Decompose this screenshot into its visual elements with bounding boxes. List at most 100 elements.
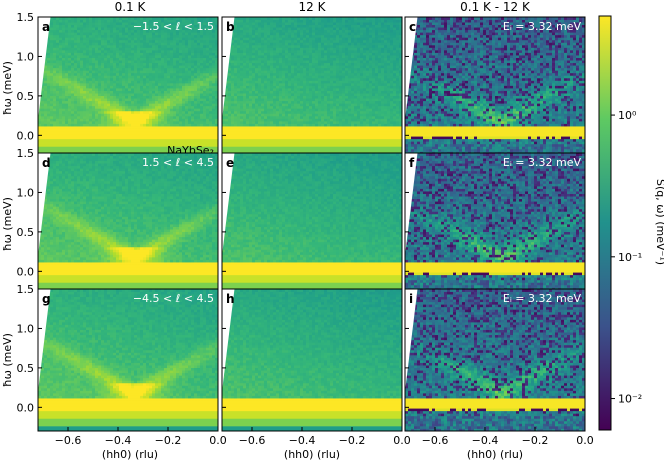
- heatmap-cell: [92, 110, 96, 114]
- heatmap-cell: [231, 37, 235, 41]
- heatmap-cell: [303, 118, 307, 122]
- heatmap-cell: [234, 52, 238, 56]
- heatmap-cell: [143, 52, 147, 56]
- heatmap-cell: [65, 80, 69, 84]
- heatmap-cell: [225, 105, 229, 109]
- heatmap-cell: [95, 72, 99, 76]
- heatmap-cell: [173, 70, 177, 74]
- heatmap-cell: [243, 110, 247, 114]
- panel-letter: a: [42, 20, 50, 34]
- heatmap-cell: [276, 126, 280, 129]
- heatmap-cell: [86, 47, 90, 51]
- heatmap-cell: [306, 90, 310, 94]
- heatmap-cell: [264, 44, 268, 48]
- heatmap-cell: [303, 80, 307, 84]
- heatmap-cell: [249, 131, 253, 135]
- heatmap-cell: [261, 100, 265, 104]
- heatmap-cell: [59, 27, 63, 31]
- heatmap-cell: [74, 136, 78, 140]
- heatmap-cell: [122, 37, 126, 41]
- heatmap-cell: [182, 27, 186, 31]
- heatmap-cell: [294, 72, 298, 76]
- heatmap-cell: [185, 138, 189, 142]
- heatmap-cell: [170, 128, 174, 132]
- heatmap-cell: [231, 103, 235, 107]
- heatmap-cell: [237, 55, 241, 58]
- heatmap-cell: [62, 95, 66, 99]
- heatmap-cell: [258, 136, 262, 140]
- heatmap-cell: [200, 75, 204, 79]
- heatmap-cell: [125, 148, 129, 152]
- heatmap-cell: [297, 52, 301, 56]
- heatmap-cell: [279, 113, 283, 117]
- heatmap-cell: [194, 77, 198, 81]
- heatmap-cell: [128, 143, 132, 147]
- heatmap-cell: [185, 27, 189, 31]
- heatmap-cell: [282, 34, 286, 38]
- heatmap-cell: [38, 136, 42, 140]
- heatmap-cell: [113, 85, 117, 89]
- heatmap-cell: [255, 42, 259, 46]
- heatmap-cell: [258, 98, 262, 102]
- heatmap-cell: [116, 95, 120, 99]
- heatmap-cell: [212, 113, 216, 117]
- heatmap-cell: [149, 143, 153, 147]
- heatmap-cell: [113, 146, 117, 150]
- heatmap-cell: [137, 108, 141, 112]
- heatmap-cell: [125, 22, 129, 26]
- heatmap-cell: [116, 42, 120, 46]
- heatmap-cell: [56, 62, 60, 66]
- heatmap-cell: [125, 52, 129, 56]
- heatmap-cell: [294, 128, 298, 132]
- heatmap-cell: [68, 19, 72, 23]
- heatmap-cell: [176, 49, 180, 53]
- heatmap-cell: [65, 67, 69, 71]
- heatmap-cell: [92, 138, 96, 142]
- heatmap-cell: [306, 110, 310, 114]
- heatmap-cell: [47, 146, 51, 150]
- heatmap-cell: [258, 120, 262, 124]
- heatmap-cell: [194, 22, 198, 26]
- heatmap-cell: [53, 80, 57, 84]
- heatmap-cell: [47, 65, 51, 69]
- heatmap-cell: [71, 141, 75, 145]
- heatmap-cell: [167, 100, 171, 104]
- heatmap-cell: [107, 118, 111, 122]
- heatmap-cell: [276, 138, 280, 142]
- heatmap-cell: [191, 29, 195, 33]
- heatmap-cell: [155, 90, 159, 94]
- heatmap-cell: [176, 65, 180, 69]
- heatmap-cell: [62, 34, 66, 38]
- heatmap-cell: [170, 47, 174, 51]
- heatmap-cell: [185, 72, 189, 76]
- heatmap-cell: [89, 131, 93, 135]
- heatmap-cell: [237, 52, 241, 56]
- heatmap-cell: [197, 133, 201, 137]
- heatmap-cell: [212, 88, 216, 91]
- heatmap-cell: [74, 32, 78, 36]
- heatmap-cell: [95, 67, 99, 71]
- heatmap-cell: [167, 141, 171, 145]
- heatmap-cell: [146, 75, 150, 79]
- heatmap-cell: [161, 34, 165, 38]
- heatmap-cell: [176, 67, 180, 71]
- heatmap-cell: [68, 118, 72, 122]
- heatmap-cell: [74, 60, 78, 64]
- heatmap-cell: [249, 126, 253, 129]
- heatmap-cell: [294, 62, 298, 66]
- heatmap-cell: [222, 115, 226, 119]
- heatmap-cell: [209, 93, 213, 97]
- heatmap-cell: [83, 57, 87, 61]
- heatmap-cell: [122, 57, 126, 61]
- heatmap-cell: [149, 57, 153, 61]
- heatmap-cell: [261, 34, 265, 38]
- heatmap-cell: [134, 138, 138, 142]
- heatmap-cell: [303, 131, 307, 135]
- heatmap-cell: [303, 138, 307, 142]
- heatmap-cell: [95, 80, 99, 84]
- heatmap-cell: [206, 93, 210, 97]
- heatmap-cell: [164, 49, 168, 53]
- heatmap-cell: [237, 65, 241, 69]
- heatmap-cell: [62, 67, 66, 71]
- heatmap-cell: [285, 42, 289, 46]
